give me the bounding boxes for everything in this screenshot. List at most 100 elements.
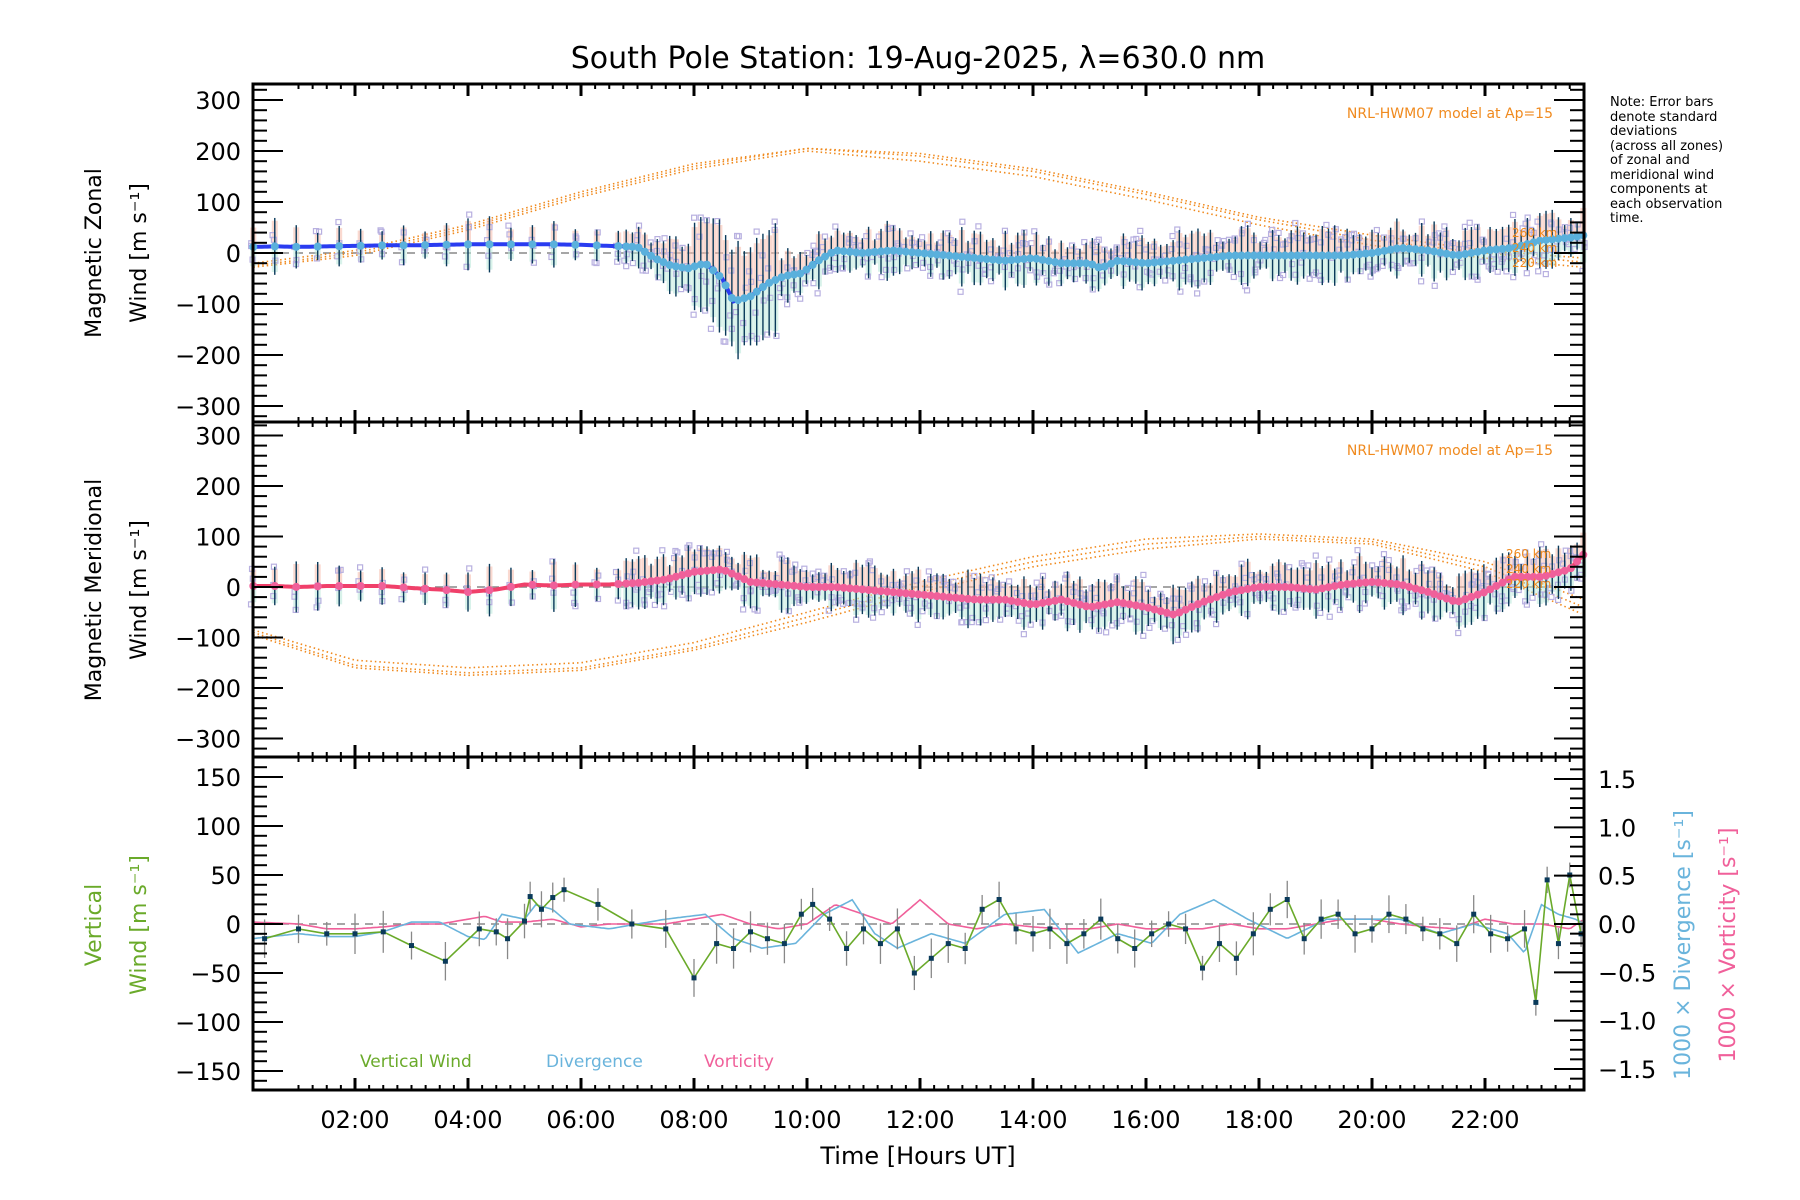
mean-wind-point (709, 266, 718, 275)
mean-wind-point (777, 273, 786, 282)
vertical-wind-point (748, 929, 753, 935)
zone-sample-marker (1214, 237, 1221, 244)
vertical-wind-point (810, 901, 816, 907)
mean-wind-point (821, 583, 830, 591)
mean-wind-point (1554, 568, 1563, 577)
mean-wind-point (1032, 600, 1041, 609)
mean-wind-point (1436, 248, 1445, 257)
mean-wind-point (758, 579, 767, 588)
vertical-wind-point (861, 926, 866, 932)
zone-sample-marker (1323, 221, 1330, 229)
mean-wind-point (1075, 600, 1084, 609)
mean-wind-point (1094, 263, 1103, 272)
zone-sample-marker (771, 226, 778, 234)
mean-wind-point (628, 579, 637, 588)
mean-wind-point (1032, 254, 1041, 263)
mean-wind-point (1082, 602, 1091, 611)
mean-wind-point (1467, 248, 1476, 257)
mean-wind-point (1573, 232, 1582, 241)
zone-sample-marker (1169, 232, 1176, 240)
zone-sample-marker (312, 228, 320, 235)
zone-sample-marker (1146, 624, 1153, 631)
meridional-wind-panel: 300 200 100 0 −100 −200 −300 (175, 420, 1588, 759)
zone-sample-marker (313, 255, 321, 262)
mean-wind-point (1026, 600, 1035, 609)
mean-wind-point (783, 271, 792, 280)
mean-wind-point (1554, 234, 1563, 243)
vertical-wind-point (945, 941, 951, 947)
mean-wind-point (1274, 583, 1283, 591)
vertical-wind-point (380, 929, 386, 935)
vertical-wind-point (1013, 926, 1019, 932)
mean-wind-point (1517, 241, 1526, 250)
mean-wind-point (920, 590, 929, 599)
zone-sample-marker (997, 616, 1004, 623)
zone-sample-marker (1262, 236, 1269, 244)
mean-wind-point (628, 242, 637, 251)
mean-wind-point (665, 260, 674, 269)
mean-wind-point (1144, 603, 1153, 612)
zone-sample-marker (1230, 273, 1237, 281)
mean-wind-point (1038, 598, 1047, 607)
zone-sample-marker (1280, 271, 1287, 279)
zone-sample-marker (1267, 230, 1275, 238)
zone-sample-marker (1069, 618, 1076, 625)
zone-sample-marker (858, 600, 865, 608)
vertical-wind-point (595, 901, 601, 907)
zone-sample-marker (832, 223, 839, 230)
mean-wind-point (313, 242, 322, 251)
mean-wind-point (1262, 583, 1271, 591)
zone-sample-marker (1006, 250, 1013, 257)
zone-sample-marker (857, 242, 864, 249)
zone-sample-marker (975, 619, 982, 626)
mean-wind-point (1131, 258, 1140, 267)
vertical-wind-point (1488, 931, 1494, 937)
meridional-model-alt-240: 240 km (1506, 562, 1551, 576)
zone-sample-marker (466, 211, 473, 218)
mean-wind-point (696, 260, 705, 269)
mean-wind-point (378, 241, 387, 250)
mean-wind-point (721, 281, 730, 290)
mean-wind-point (939, 251, 948, 260)
mean-wind-point (889, 588, 898, 597)
zone-sample-marker (810, 242, 817, 249)
vertical-wind-point (663, 926, 669, 932)
mean-wind-point (665, 574, 674, 583)
mean-wind-point (1212, 593, 1221, 602)
x-tick-label: 20:00 (1337, 1106, 1406, 1134)
zone-sample-marker (1081, 238, 1088, 246)
mean-wind-point (1138, 258, 1147, 267)
mean-wind-point (709, 566, 718, 575)
mean-wind-point (1467, 592, 1476, 601)
mean-wind-point (914, 248, 923, 257)
vertical-wind-point (1132, 946, 1138, 951)
mean-wind-point (1535, 572, 1544, 581)
zone-sample-marker (594, 595, 602, 603)
vertical-wind-point (561, 887, 567, 893)
mean-wind-point (1206, 253, 1215, 262)
zone-sample-marker (506, 231, 513, 238)
mean-wind-point (1051, 258, 1060, 267)
mean-wind-point (920, 249, 929, 258)
mean-wind-point (1312, 585, 1321, 594)
mean-wind-point (1150, 605, 1159, 614)
mean-wind-point (1088, 260, 1097, 269)
mean-wind-point (852, 248, 861, 257)
zone-sample-marker (765, 588, 772, 595)
mean-wind-point (1318, 584, 1327, 593)
mean-wind-point (634, 578, 643, 587)
mean-wind-point (1305, 585, 1314, 594)
zone-sample-marker (797, 295, 804, 302)
mean-wind-point (858, 585, 867, 594)
zone-sample-marker (783, 557, 790, 564)
zone-sample-marker (1274, 570, 1281, 577)
zone-sample-marker (1523, 270, 1530, 277)
y-tick-label: 200 (195, 473, 241, 501)
zone-sample-marker (975, 223, 982, 230)
zone-sample-marker (982, 270, 989, 277)
meridional-ylabel-line2: Wind [m s⁻¹] (127, 520, 152, 660)
zone-sample-marker (1515, 586, 1522, 594)
mean-wind-point (877, 587, 886, 596)
vertical-wind-point (1369, 926, 1375, 932)
mean-wind-point (1113, 256, 1122, 265)
